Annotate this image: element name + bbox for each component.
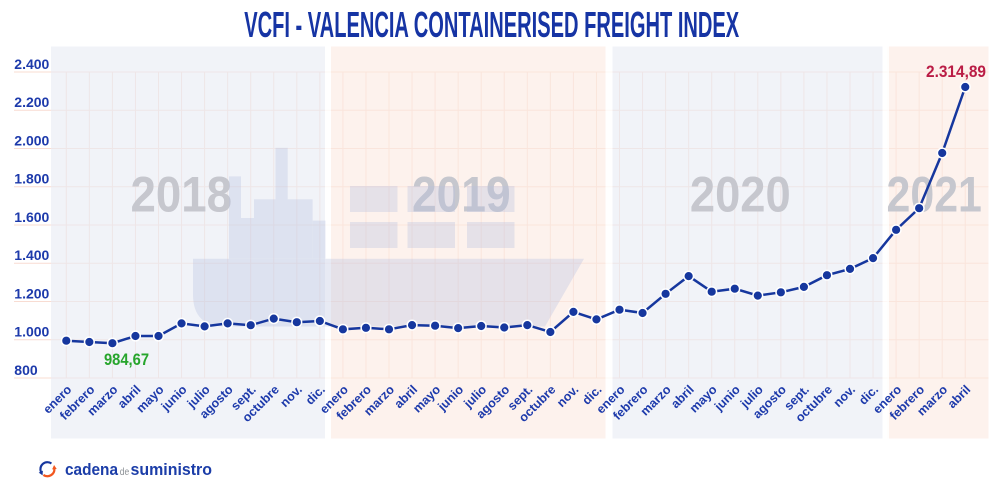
svg-text:suministro: suministro	[131, 460, 213, 479]
svg-text:984,67: 984,67	[104, 351, 149, 369]
svg-text:800: 800	[14, 362, 38, 378]
svg-text:2019: 2019	[412, 166, 511, 222]
svg-text:2.400: 2.400	[14, 56, 49, 72]
svg-text:1.600: 1.600	[14, 209, 49, 225]
svg-text:cadena: cadena	[65, 460, 118, 479]
svg-text:1.800: 1.800	[14, 171, 49, 187]
svg-text:1.000: 1.000	[14, 324, 49, 340]
svg-text:1.400: 1.400	[14, 247, 49, 263]
svg-text:2.000: 2.000	[14, 132, 49, 148]
svg-text:2021: 2021	[887, 166, 982, 222]
svg-text:2.200: 2.200	[14, 94, 49, 110]
svg-text:de: de	[120, 467, 130, 478]
svg-text:2020: 2020	[690, 166, 791, 222]
svg-text:VCFI - VALENCIA CONTAINERISED: VCFI - VALENCIA CONTAINERISED FREIGHT IN…	[244, 4, 739, 45]
svg-text:1.200: 1.200	[14, 285, 49, 301]
svg-text:2018: 2018	[131, 166, 233, 222]
svg-text:2.314,89: 2.314,89	[926, 63, 986, 81]
